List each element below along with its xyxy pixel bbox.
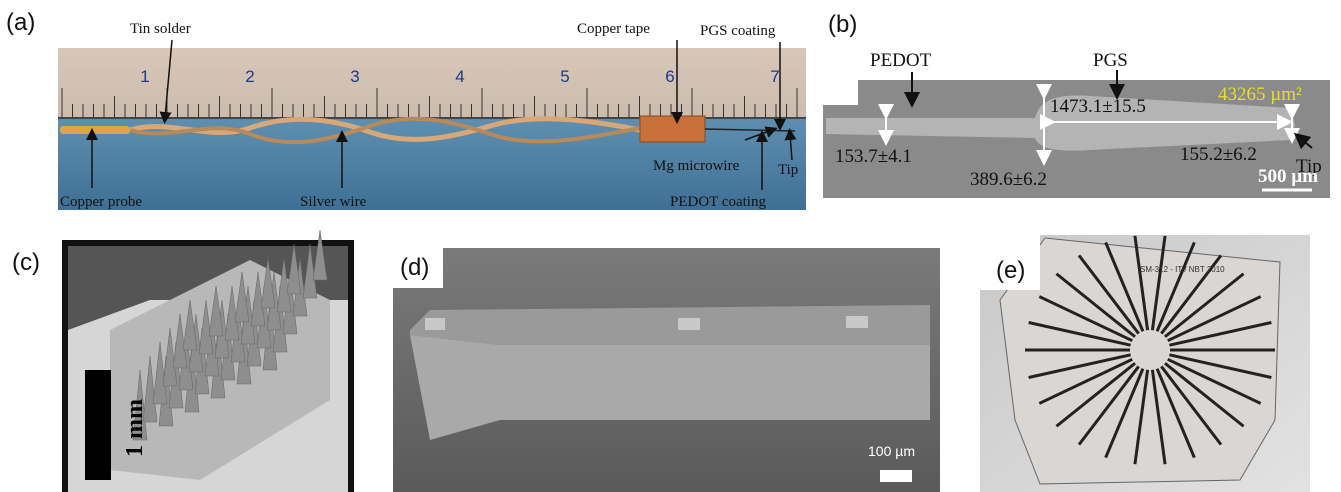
ruler-number: 3	[350, 67, 359, 86]
ruler-number: 6	[665, 67, 674, 86]
annotation: Tin solder	[130, 21, 191, 37]
ruler-number: 4	[455, 67, 464, 86]
ruler-number: 1	[140, 67, 149, 86]
scale-bar-label: 100 µm	[868, 443, 915, 459]
annotation: Silver wire	[300, 194, 367, 210]
copper-probe	[60, 126, 130, 134]
copper-tape	[640, 116, 705, 142]
panel-label: (c)	[12, 249, 40, 276]
ruler-number: 2	[245, 67, 254, 86]
panel-e: (e) SM-312 - IT / NBT 2010	[980, 235, 1310, 492]
scale-bar	[880, 470, 912, 482]
annotation: Copper tape	[577, 21, 650, 37]
figure: (a) Tin solder Copper tape PGS coating M…	[0, 0, 1341, 492]
annotation: 153.7±4.1	[835, 146, 912, 167]
panel-a: (a) Tin solder Copper tape PGS coating M…	[6, 9, 810, 210]
ruler-number: 5	[560, 67, 569, 86]
annotation: PGS	[1093, 50, 1128, 71]
annotation: Mg microwire	[653, 158, 740, 174]
annotation: Copper probe	[60, 194, 142, 210]
annotation: 155.2±6.2	[1180, 144, 1257, 165]
panel-b: (b) PEDOT PGS 43265 µm² 1473.1±15.5 153.…	[820, 11, 1332, 200]
annotation: PEDOT coating	[670, 194, 766, 210]
imprint: SM-312 - IT / NBT 2010	[1140, 265, 1225, 274]
annotation: PGS coating	[700, 23, 776, 39]
panel-label: (e)	[996, 257, 1025, 284]
scale-bar-label: 1 mm	[122, 399, 148, 457]
ruler-number: 7	[770, 67, 779, 86]
annotation: 43265 µm²	[1218, 84, 1302, 105]
annotation: 389.6±6.2	[970, 169, 1047, 190]
panel-label: (a)	[6, 9, 35, 36]
panel-c: (c) 1 mm	[12, 230, 354, 492]
annotation: PEDOT	[870, 50, 932, 71]
annotation: 1473.1±15.5	[1050, 96, 1146, 117]
annotation: Tip	[778, 162, 798, 178]
panel-d: (d) 100 µm	[393, 248, 940, 492]
panel-label: (b)	[828, 11, 857, 38]
panel-label: (d)	[400, 254, 429, 281]
scale-bar-label: 500 µm	[1258, 166, 1318, 187]
scale-bar	[85, 370, 111, 480]
